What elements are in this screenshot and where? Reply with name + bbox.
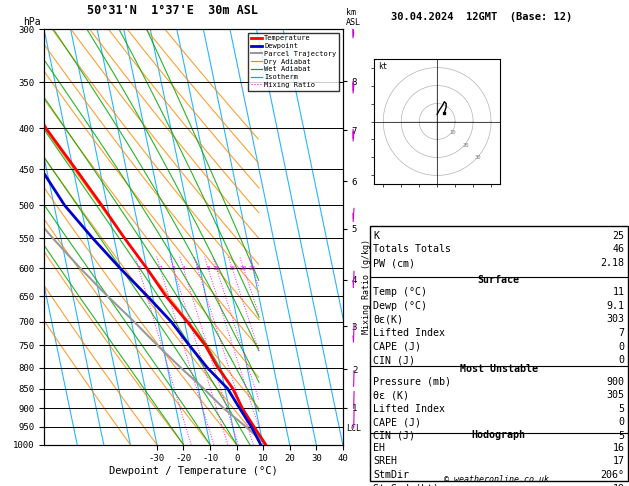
Text: 20: 20 — [462, 143, 469, 148]
Text: 19: 19 — [613, 484, 625, 486]
Text: 20: 20 — [240, 266, 247, 271]
Text: 46: 46 — [613, 244, 625, 255]
Text: 303: 303 — [606, 314, 625, 325]
Text: 9.1: 9.1 — [606, 301, 625, 311]
Text: Lifted Index: Lifted Index — [373, 404, 445, 414]
Text: Temp (°C): Temp (°C) — [373, 287, 427, 297]
Text: 30: 30 — [475, 155, 481, 160]
Text: 10: 10 — [213, 266, 220, 271]
Text: SREH: SREH — [373, 456, 397, 467]
Text: PW (cm): PW (cm) — [373, 258, 415, 268]
Text: 10: 10 — [450, 130, 456, 135]
Text: 0: 0 — [618, 355, 625, 365]
Text: Most Unstable: Most Unstable — [460, 364, 538, 374]
Text: 2.18: 2.18 — [601, 258, 625, 268]
Text: 3: 3 — [172, 266, 175, 271]
Text: 4: 4 — [181, 266, 185, 271]
Text: LCL: LCL — [346, 424, 361, 434]
Text: 5: 5 — [618, 431, 625, 441]
Text: K: K — [373, 231, 379, 241]
Text: 8: 8 — [206, 266, 210, 271]
Text: kt: kt — [378, 62, 387, 71]
X-axis label: Dewpoint / Temperature (°C): Dewpoint / Temperature (°C) — [109, 466, 278, 476]
Text: 6: 6 — [196, 266, 199, 271]
Text: 16: 16 — [613, 443, 625, 453]
Text: 1: 1 — [137, 266, 141, 271]
Text: © weatheronline.co.uk: © weatheronline.co.uk — [445, 474, 549, 484]
Text: 15: 15 — [228, 266, 236, 271]
Text: CAPE (J): CAPE (J) — [373, 342, 421, 352]
Text: 50°31'N  1°37'E  30m ASL: 50°31'N 1°37'E 30m ASL — [87, 4, 258, 17]
Legend: Temperature, Dewpoint, Parcel Trajectory, Dry Adiabat, Wet Adiabat, Isotherm, Mi: Temperature, Dewpoint, Parcel Trajectory… — [248, 33, 339, 90]
Text: StmSpd (kt): StmSpd (kt) — [373, 484, 439, 486]
Text: 305: 305 — [606, 390, 625, 400]
Text: 900: 900 — [606, 377, 625, 386]
Text: θε(K): θε(K) — [373, 314, 403, 325]
Text: Surface: Surface — [478, 275, 520, 285]
Text: Mixing Ratio (g/kg): Mixing Ratio (g/kg) — [362, 239, 371, 334]
Text: StmDir: StmDir — [373, 470, 409, 480]
Text: CIN (J): CIN (J) — [373, 431, 415, 441]
Text: Lifted Index: Lifted Index — [373, 328, 445, 338]
Text: 30.04.2024  12GMT  (Base: 12): 30.04.2024 12GMT (Base: 12) — [391, 12, 572, 22]
Text: 25: 25 — [249, 266, 257, 271]
Text: 0: 0 — [618, 417, 625, 427]
Text: 5: 5 — [618, 404, 625, 414]
Text: 25: 25 — [613, 231, 625, 241]
Text: Hodograph: Hodograph — [472, 430, 526, 440]
Text: 17: 17 — [613, 456, 625, 467]
Text: θε (K): θε (K) — [373, 390, 409, 400]
Text: 0: 0 — [618, 342, 625, 352]
Text: 11: 11 — [613, 287, 625, 297]
Text: hPa: hPa — [23, 17, 41, 27]
Text: Totals Totals: Totals Totals — [373, 244, 451, 255]
Text: km
ASL: km ASL — [346, 8, 361, 27]
Text: CIN (J): CIN (J) — [373, 355, 415, 365]
Text: 206°: 206° — [601, 470, 625, 480]
Text: EH: EH — [373, 443, 385, 453]
Text: 7: 7 — [618, 328, 625, 338]
Text: 2: 2 — [159, 266, 162, 271]
Text: Pressure (mb): Pressure (mb) — [373, 377, 451, 386]
Text: CAPE (J): CAPE (J) — [373, 417, 421, 427]
Text: Dewp (°C): Dewp (°C) — [373, 301, 427, 311]
